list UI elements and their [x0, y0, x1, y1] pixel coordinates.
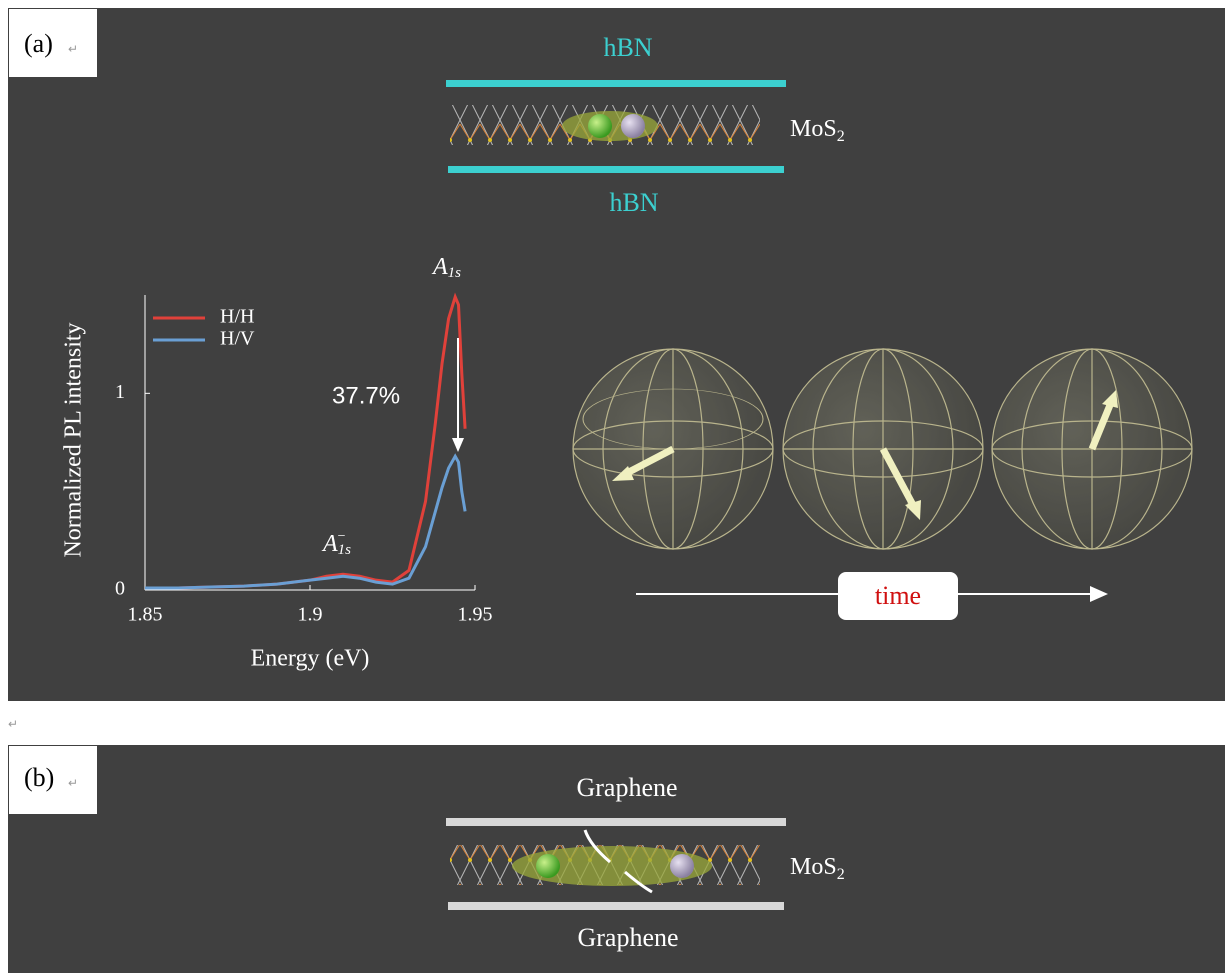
bottom-layer-label: hBN [609, 188, 658, 217]
x-tick-label: 1.85 [128, 604, 163, 626]
paragraph-mark: ↵ [68, 776, 78, 790]
top-layer-label: Graphene [576, 773, 677, 802]
electron [588, 114, 612, 138]
top-layer-label: hBN [603, 33, 652, 62]
legend-label: H/V [220, 328, 255, 350]
panel-b-label: (b) [24, 763, 54, 792]
electron [536, 854, 560, 878]
panel-a-label-box [9, 9, 97, 77]
bottom-layer-label: Graphene [577, 923, 678, 952]
legend-label: H/H [220, 306, 254, 328]
annotation: 37.7% [332, 382, 400, 409]
paragraph-mark: ↵ [8, 717, 18, 731]
y-tick-label: 0 [115, 578, 125, 600]
paragraph-mark: ↵ [68, 42, 78, 56]
peak-label-base: A [321, 531, 338, 557]
figure: (a) ↵ hBN hBN MoS2 time 1.85 1.9 1.95 0 1 Ene… [0, 0, 1225, 973]
material-label: MoS2 [790, 116, 845, 145]
hole [621, 114, 645, 138]
bottom-layer [448, 166, 784, 173]
peak-label-sub: 1s [448, 265, 462, 281]
panel-a-label: (a) [24, 29, 53, 58]
peak-label-base: A [431, 254, 448, 280]
top-layer [446, 80, 786, 87]
material-label: MoS2 [790, 854, 845, 883]
peak-label-sub: 1s [338, 542, 352, 558]
y-tick-label: 1 [115, 381, 125, 403]
bottom-layer [448, 902, 784, 910]
hole [670, 854, 694, 878]
y-axis-label: Normalized PL intensity [61, 322, 87, 557]
x-tick-label: 1.9 [298, 604, 323, 626]
top-layer [446, 818, 786, 826]
x-axis-label: Energy (eV) [251, 646, 370, 672]
x-tick-label: 1.95 [458, 604, 493, 626]
time-label: time [875, 581, 921, 610]
